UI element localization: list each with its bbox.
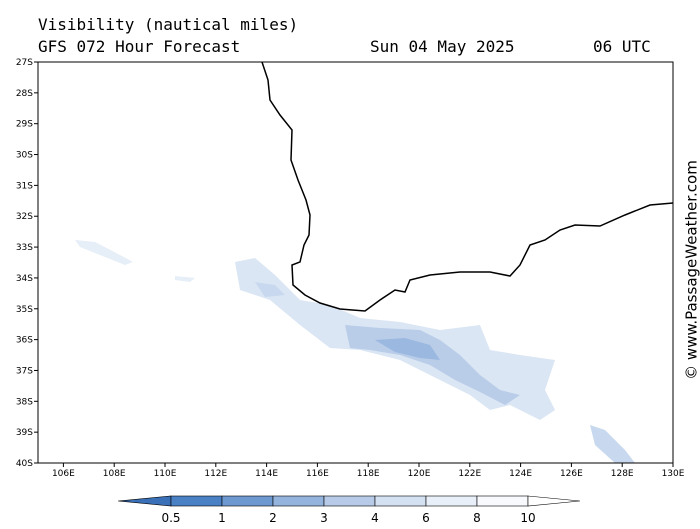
coastline xyxy=(262,62,673,311)
colorbar-segment xyxy=(222,496,273,506)
lat-label: 27S xyxy=(16,58,33,68)
colorbar-segment xyxy=(273,496,324,506)
colorbar-label: 3 xyxy=(320,511,328,525)
lat-label: 40S xyxy=(16,459,33,469)
lat-label: 30S xyxy=(16,151,33,161)
watermark: © www.PassageWeather.com xyxy=(683,160,700,380)
lat-label: 37S xyxy=(16,366,33,376)
lat-label: 35S xyxy=(16,305,33,315)
colorbar-label: 1 xyxy=(218,511,226,525)
colorbar-segment xyxy=(426,496,477,506)
low-visibility xyxy=(75,240,133,265)
date: Sun 04 May 2025 xyxy=(370,37,515,56)
colorbar-end xyxy=(118,496,171,506)
lat-label: 31S xyxy=(16,181,33,191)
lon-label: 130E xyxy=(662,469,685,479)
colorbar-segment xyxy=(375,496,426,506)
colorbar-segment xyxy=(324,496,375,506)
colorbar-label: 4 xyxy=(371,511,379,525)
lon-label: 112E xyxy=(204,469,227,479)
colorbar-label: 6 xyxy=(422,511,430,525)
colorbar-segment xyxy=(171,496,222,506)
colorbar-label: 0.5 xyxy=(161,511,180,525)
colorbar-end xyxy=(528,496,580,506)
lon-label: 108E xyxy=(103,469,126,479)
lon-label: 126E xyxy=(560,469,583,479)
lon-label: 114E xyxy=(255,469,278,479)
lat-label: 28S xyxy=(16,89,33,99)
lon-label: 122E xyxy=(458,469,481,479)
map-frame xyxy=(38,62,673,463)
colorbar-label: 10 xyxy=(520,511,535,525)
lat-label: 36S xyxy=(16,336,33,346)
lat-label: 34S xyxy=(16,274,33,284)
low-visibility xyxy=(175,276,195,282)
low-visibility xyxy=(590,425,635,463)
lat-label: 29S xyxy=(16,120,33,130)
lat-label: 39S xyxy=(16,428,33,438)
lon-label: 106E xyxy=(52,469,75,479)
visibility-field xyxy=(75,240,635,463)
lon-label: 110E xyxy=(154,469,177,479)
lat-label: 38S xyxy=(16,397,33,407)
subtitle: GFS 072 Hour Forecast xyxy=(38,37,240,56)
lat-label: 33S xyxy=(16,243,33,253)
colorbar-label: 2 xyxy=(269,511,277,525)
lon-label: 120E xyxy=(408,469,431,479)
colorbar-segment xyxy=(477,496,528,506)
lon-label: 128E xyxy=(611,469,634,479)
lat-label: 32S xyxy=(16,212,33,222)
time: 06 UTC xyxy=(593,37,651,56)
colorbar-label: 8 xyxy=(473,511,481,525)
lon-label: 124E xyxy=(509,469,532,479)
lon-label: 118E xyxy=(357,469,380,479)
lon-label: 116E xyxy=(306,469,329,479)
title: Visibility (nautical miles) xyxy=(38,15,298,34)
